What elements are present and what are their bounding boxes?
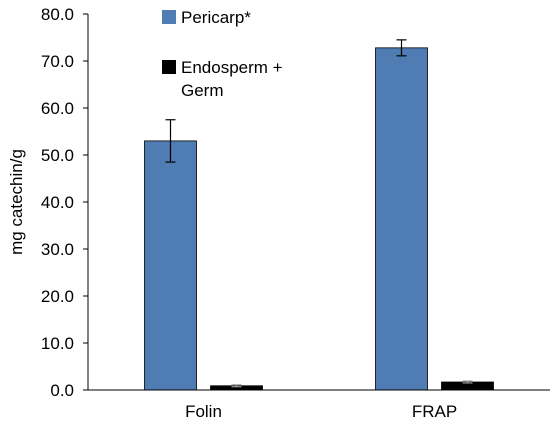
x-tick-label: Folin (185, 402, 222, 421)
y-tick-label: 80.0 (41, 5, 74, 24)
y-tick-label: 30.0 (41, 240, 74, 259)
y-tick-label: 70.0 (41, 52, 74, 71)
legend-swatch-endosperm-germ (162, 60, 176, 74)
y-axis-label: mg catechin/g (7, 149, 26, 255)
legend-label-endosperm-germ-line2: Germ (181, 81, 224, 100)
x-axis-labels: Folin FRAP (185, 402, 457, 421)
bar-pericarp-folin (144, 140, 197, 391)
y-tick-label: 60.0 (41, 99, 74, 118)
axes (87, 14, 550, 391)
legend-label-endosperm-germ: Endosperm + Germ (181, 58, 287, 100)
y-axis-ticks: 0.0 10.0 20.0 30.0 40.0 50.0 60.0 70.0 80.0 (41, 5, 88, 400)
x-tick-label: FRAP (412, 402, 457, 421)
y-tick-label: 10.0 (41, 334, 74, 353)
y-tick-label: 40.0 (41, 193, 74, 212)
y-tick-label: 20.0 (41, 287, 74, 306)
legend-label-pericarp: Pericarp* (181, 8, 251, 27)
y-tick-label: 0.0 (50, 381, 74, 400)
legend-label-endosperm-germ-line1: Endosperm + (181, 58, 283, 77)
legend: Pericarp* Endosperm + Germ (162, 8, 287, 100)
bars (144, 39, 494, 391)
legend-swatch-pericarp (162, 10, 176, 24)
bar-pericarp-frap (375, 47, 428, 391)
y-tick-label: 50.0 (41, 146, 74, 165)
